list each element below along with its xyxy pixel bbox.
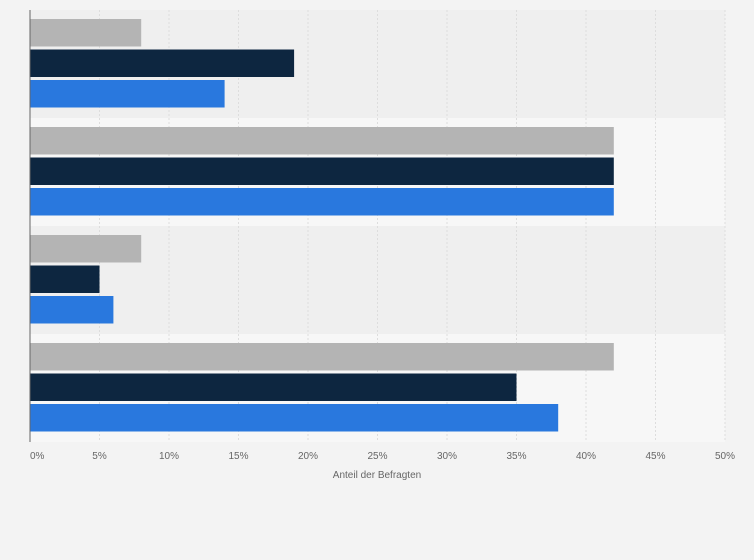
bar[interactable] xyxy=(30,188,614,216)
x-tick-label: 5% xyxy=(92,451,107,462)
x-tick-label: 25% xyxy=(367,451,387,462)
bars xyxy=(30,19,614,432)
bar[interactable] xyxy=(30,296,114,324)
x-axis-title: Anteil der Befragten xyxy=(333,470,421,481)
x-tick-label: 0% xyxy=(30,451,45,462)
x-tick-label: 20% xyxy=(298,451,318,462)
bar[interactable] xyxy=(30,157,614,186)
x-tick-labels: 0% 5% 10% 15% 20% 25% 30% 35% 40% 45% 50% xyxy=(30,451,735,462)
bar[interactable] xyxy=(30,19,142,47)
x-tick-label: 30% xyxy=(437,451,457,462)
bar[interactable] xyxy=(30,235,142,263)
x-tick-label: 10% xyxy=(159,451,179,462)
x-tick-label: 50% xyxy=(715,451,735,462)
bar[interactable] xyxy=(30,80,225,108)
bar[interactable] xyxy=(30,49,295,78)
bar[interactable] xyxy=(30,343,614,371)
x-tick-label: 45% xyxy=(645,451,665,462)
x-tick-label: 35% xyxy=(506,451,526,462)
bar[interactable] xyxy=(30,265,100,294)
bar[interactable] xyxy=(30,404,559,432)
bar[interactable] xyxy=(30,127,614,155)
x-tick-label: 40% xyxy=(576,451,596,462)
x-tick-label: 15% xyxy=(228,451,248,462)
bar[interactable] xyxy=(30,373,517,402)
